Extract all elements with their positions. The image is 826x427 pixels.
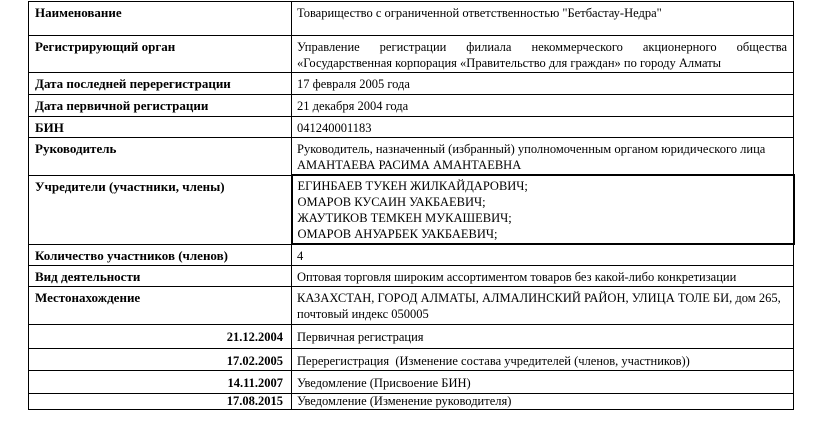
field-row-first-registration-date: Дата первичной регистрации 21 декабря 20… bbox=[28, 94, 794, 117]
history-event: Уведомление (Присвоение БИН) bbox=[291, 370, 794, 394]
field-value: 4 bbox=[291, 243, 794, 266]
history-date: 17.02.2005 bbox=[28, 348, 292, 371]
history-row: 17.02.2005 Перерегистрация (Изменение со… bbox=[28, 348, 794, 371]
founder-item: ОМАРОВ АНУАРБЕК УАКБАЕВИЧ; bbox=[297, 227, 498, 241]
field-value: 21 декабря 2004 года bbox=[291, 94, 794, 117]
field-value: Управление регистрации филиала некоммерч… bbox=[291, 35, 794, 73]
document-page: Наименование Товарищество с ограниченной… bbox=[28, 1, 795, 410]
history-row: 17.08.2015 Уведомление (Изменение руково… bbox=[28, 393, 794, 410]
field-row-reregistration-date: Дата последней перерегистрации 17 феврал… bbox=[28, 72, 794, 95]
field-label: Регистрирующий орган bbox=[28, 35, 292, 73]
field-row-registrar: Регистрирующий орган Управление регистра… bbox=[28, 35, 794, 73]
field-row-location: Местонахождение КАЗАХСТАН, ГОРОД АЛМАТЫ,… bbox=[28, 286, 794, 325]
history-date: 17.08.2015 bbox=[28, 393, 292, 410]
founder-item: ЕГИНБАЕВ ТУКЕН ЖИЛКАЙДАРОВИЧ; bbox=[297, 179, 528, 193]
history-event: Первичная регистрация bbox=[291, 324, 794, 349]
history-date: 21.12.2004 bbox=[28, 324, 292, 349]
field-label: Дата последней перерегистрации bbox=[28, 72, 292, 95]
field-label: БИН bbox=[28, 116, 292, 138]
field-row-name: Наименование Товарищество с ограниченной… bbox=[28, 1, 794, 36]
field-value: Руководитель, назначенный (избранный) уп… bbox=[291, 137, 794, 176]
founders-label: Учредители (участники, члены) bbox=[28, 174, 292, 245]
field-label: Руководитель bbox=[28, 137, 292, 176]
company-registration-table: Наименование Товарищество с ограниченной… bbox=[28, 1, 795, 410]
field-row-bin: БИН 041240001183 bbox=[28, 116, 794, 138]
field-value: 041240001183 bbox=[291, 116, 794, 138]
field-value: 17 февраля 2005 года bbox=[291, 72, 794, 95]
history-row: 14.11.2007 Уведомление (Присвоение БИН) bbox=[28, 370, 794, 394]
field-row-participant-count: Количество участников (членов) 4 bbox=[28, 243, 794, 266]
history-row: 21.12.2004 Первичная регистрация bbox=[28, 324, 794, 349]
history-event: Перерегистрация (Изменение состава учред… bbox=[291, 348, 794, 371]
field-label: Наименование bbox=[28, 1, 292, 36]
field-label: Дата первичной регистрации bbox=[28, 94, 292, 117]
field-label: Вид деятельности bbox=[28, 265, 292, 287]
history-event: Уведомление (Изменение руководителя) bbox=[291, 393, 794, 410]
field-value: Оптовая торговля широким ассортиментом т… bbox=[291, 265, 794, 287]
field-value: Товарищество с ограниченной ответственно… bbox=[291, 1, 794, 36]
founder-item: ЖАУТИКОВ ТЕМКЕН МУКАШЕВИЧ; bbox=[297, 211, 512, 225]
field-row-director: Руководитель Руководитель, назначенный (… bbox=[28, 137, 794, 176]
founder-item: ОМАРОВ КУСАИН УАКБАЕВИЧ; bbox=[297, 195, 486, 209]
history-date: 14.11.2007 bbox=[28, 370, 292, 394]
founders-list: ЕГИНБАЕВ ТУКЕН ЖИЛКАЙДАРОВИЧ; ОМАРОВ КУС… bbox=[290, 174, 795, 245]
field-row-activity: Вид деятельности Оптовая торговля широки… bbox=[28, 265, 794, 287]
field-label: Местонахождение bbox=[28, 286, 292, 325]
field-value: КАЗАХСТАН, ГОРОД АЛМАТЫ, АЛМАЛИНСКИЙ РАЙ… bbox=[291, 286, 794, 325]
field-label: Количество участников (членов) bbox=[28, 243, 292, 266]
founders-row: Учредители (участники, члены) ЕГИНБАЕВ Т… bbox=[28, 174, 795, 245]
